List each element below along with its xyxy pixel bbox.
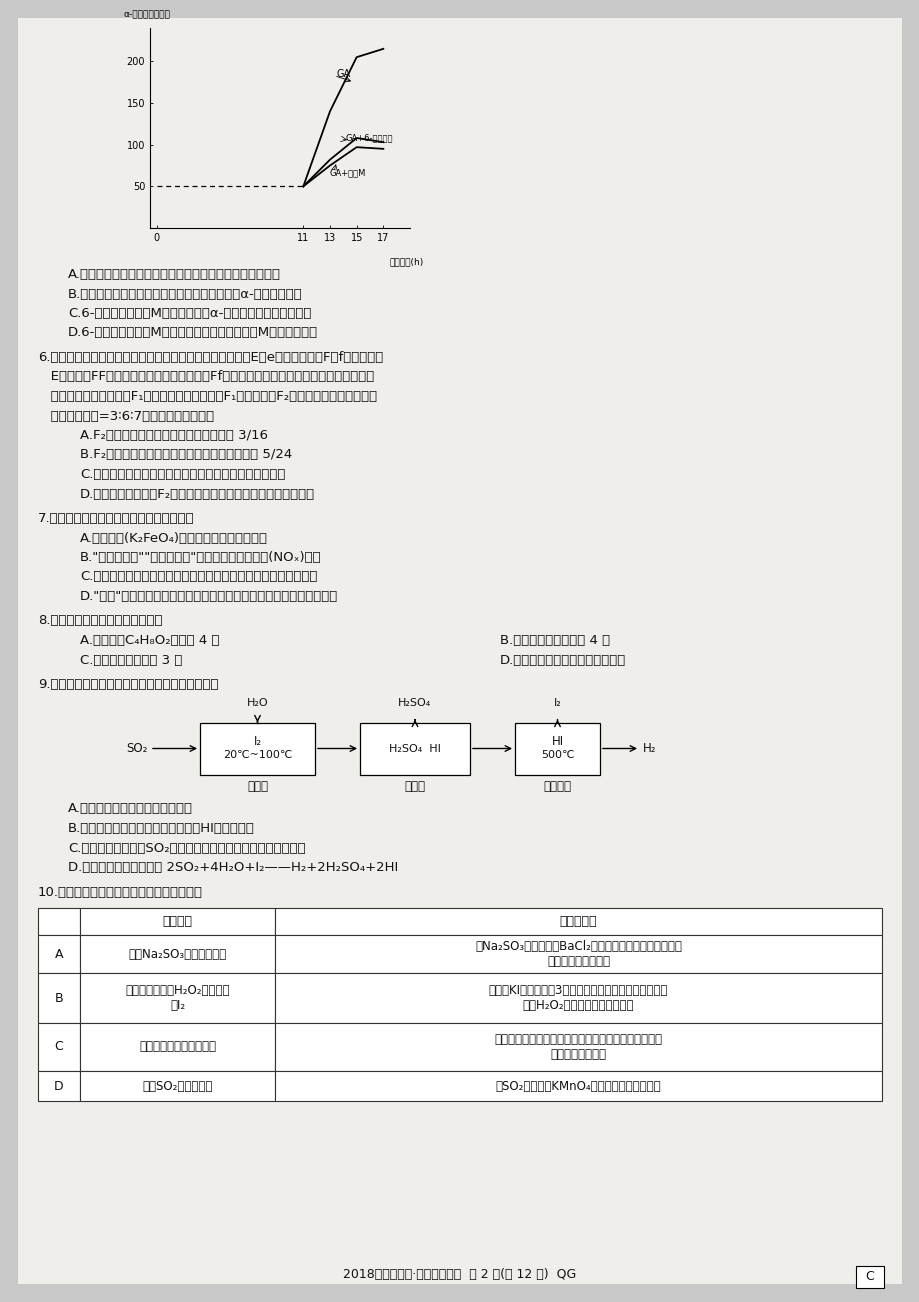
Bar	[275, 935, 881, 973]
Text: A.F₂易感锈病植株中纯合子所占的比例是 3/16: A.F₂易感锈病植株中纯合子所占的比例是 3/16	[80, 428, 267, 441]
Bar	[359, 723, 470, 775]
Text: D: D	[54, 1079, 63, 1092]
Text: 20℃~100℃: 20℃~100℃	[222, 750, 292, 760]
Bar	[80, 907, 275, 935]
Text: 膜反应器: 膜反应器	[543, 780, 571, 793]
Text: B.赤霉素可能是通过影响转录或翻译过程来促进α-淀粉酶的合成: B.赤霉素可能是通过影响转录或翻译过程来促进α-淀粉酶的合成	[68, 288, 302, 301]
Text: 6.某种植物抗锈病对易感锈病为显性，分别受一对等位基因E、e控制，且基因F、f能影响基因: 6.某种植物抗锈病对易感锈病为显性，分别受一对等位基因E、e控制，且基因F、f能…	[38, 352, 383, 365]
Bar	[80, 1023, 275, 1072]
Text: 实验目的: 实验目的	[163, 915, 192, 928]
Text: 500℃: 500℃	[540, 750, 573, 760]
Bar	[80, 973, 275, 1023]
Bar	[275, 907, 881, 935]
Text: SO₂: SO₂	[127, 742, 148, 755]
Text: A.分离器中的物质分离操作为蒸发: A.分离器中的物质分离操作为蒸发	[68, 802, 193, 815]
Text: B.异丁烷的二氯代物有 4 种: B.异丁烷的二氯代物有 4 种	[499, 634, 609, 647]
Text: 向淀粉KI溶液中滴入3滴稀硫酸，未见溶液变蓝；再加入
少量H₂O₂溶液，溶液立即变蓝色: 向淀粉KI溶液中滴入3滴稀硫酸，未见溶液变蓝；再加入 少量H₂O₂溶液，溶液立即…	[488, 984, 667, 1012]
Text: 分离器: 分离器	[404, 780, 425, 793]
Text: D."硅胶"由硅酸凝胶经干燥、脱水制得，常用作食品、药品等的干燥剂: D."硅胶"由硅酸凝胶经干燥、脱水制得，常用作食品、药品等的干燥剂	[80, 590, 338, 603]
Text: A.分子式为C₄H₈O₂的酯有 4 种: A.分子式为C₄H₈O₂的酯有 4 种	[80, 634, 220, 647]
Text: B.膜反应器中，增大压强有利于加快HI的分解速率: B.膜反应器中，增大压强有利于加快HI的分解速率	[68, 822, 255, 835]
Text: H₂: H₂	[642, 742, 656, 755]
Text: A.本实验的自变量是保温时间和影响赤霉素作用的试剂种类: A.本实验的自变量是保温时间和影响赤霉素作用的试剂种类	[68, 268, 280, 281]
Bar	[275, 1072, 881, 1101]
Text: C: C	[865, 1271, 873, 1284]
Text: α-淀粉酶相对含量: α-淀粉酶相对含量	[123, 10, 170, 20]
Text: B."光化学烟雾""硝酸型酸雨"的形成都与氮氧化物(NOₓ)有关: B."光化学烟雾""硝酸型酸雨"的形成都与氮氧化物(NOₓ)有关	[80, 551, 322, 564]
Text: 证明SO₂具有漂白性: 证明SO₂具有漂白性	[142, 1079, 212, 1092]
Bar	[38, 935, 80, 973]
Text: H₂SO₄  HI: H₂SO₄ HI	[389, 743, 440, 754]
Text: 8.下列有关有机物的叙述正确的是: 8.下列有关有机物的叙述正确的是	[38, 615, 163, 628]
Text: E的表达，FF使水稻抗锈病性状完全消失，Ff使抗锈病性状减弱。用纯合易感锈病植株与: E的表达，FF使水稻抗锈病性状完全消失，Ff使抗锈病性状减弱。用纯合易感锈病植株…	[38, 371, 374, 384]
Text: C.乙苯的一氯代物有 3 种: C.乙苯的一氯代物有 3 种	[80, 654, 182, 667]
Bar	[80, 935, 275, 973]
Text: GA+激素M: GA+激素M	[330, 168, 366, 177]
Text: C.6-甲基嘌呤和激素M都能通过抑制α-淀粉酶合成抑制种子萌发: C.6-甲基嘌呤和激素M都能通过抑制α-淀粉酶合成抑制种子萌发	[68, 307, 311, 320]
Text: 2018高考模拟卷·理综卷（六）  第 2 页(共 12 页)  QG: 2018高考模拟卷·理综卷（六） 第 2 页(共 12 页) QG	[343, 1268, 576, 1281]
Text: 向Na₂SO₃溶液中加入BaCl₂溶液，出现白色沉淀；再加入
稀硝酸，沉淀不溶解: 向Na₂SO₃溶液中加入BaCl₂溶液，出现白色沉淀；再加入 稀硝酸，沉淀不溶解	[474, 940, 681, 967]
Text: 9.一种碘循环工艺流程如下图，下列说法错误的是: 9.一种碘循环工艺流程如下图，下列说法错误的是	[38, 678, 219, 691]
Bar	[515, 723, 599, 775]
Text: 将浓盐酸与碳酸钙反应产生的气体通入到盛有水玻璃的
试管中，出现浑浊: 将浓盐酸与碳酸钙反应产生的气体通入到盛有水玻璃的 试管中，出现浑浊	[494, 1032, 662, 1061]
Text: B.F₂中的弱抗锈病植株自交，子代抗锈病植株占 5/24: B.F₂中的弱抗锈病植株自交，子代抗锈病植株占 5/24	[80, 448, 292, 461]
Text: D.通过测交实验能将F₂中不同基因型的易感锈病植株完全区分开: D.通过测交实验能将F₂中不同基因型的易感锈病植株完全区分开	[80, 487, 315, 500]
Text: H₂O: H₂O	[246, 698, 268, 707]
Text: 检验Na₂SO₃溶液是否变质: 检验Na₂SO₃溶液是否变质	[129, 948, 226, 961]
Bar	[80, 1072, 275, 1101]
Text: H₂SO₄: H₂SO₄	[398, 698, 431, 707]
Text: 将SO₂通入酸性KMnO₄溶液中，溶液紫色褪去: 将SO₂通入酸性KMnO₄溶液中，溶液紫色褪去	[495, 1079, 661, 1092]
Text: C.氨气液化以及液氨气化均要吸收大量的热，所以氨气常作制冷剂: C.氨气液化以及液氨气化均要吸收大量的热，所以氨气常作制冷剂	[80, 570, 317, 583]
Text: HI: HI	[550, 736, 563, 749]
Bar	[275, 973, 881, 1023]
Text: 实验及现象: 实验及现象	[559, 915, 596, 928]
Text: I₂: I₂	[253, 736, 261, 749]
Bar	[199, 723, 314, 775]
Text: A: A	[55, 948, 63, 961]
Text: D.碘循环工艺的总反应为 2SO₂+4H₂O+I₂——H₂+2H₂SO₄+2HI: D.碘循环工艺的总反应为 2SO₂+4H₂O+I₂——H₂+2H₂SO₄+2HI	[68, 861, 398, 874]
Bar	[275, 1023, 881, 1072]
Text: C.该工艺不仅能吸收SO₂降低环境污染，同时又能制得清洁能源: C.该工艺不仅能吸收SO₂降低环境污染，同时又能制得清洁能源	[68, 841, 305, 854]
Text: C.人工选择抗锈病的植株进行连续自交最终能形成新物种: C.人工选择抗锈病的植株进行连续自交最终能形成新物种	[80, 467, 285, 480]
Bar	[38, 973, 80, 1023]
Text: 病：易感锈病=3∶6∶7，以下判断正确的是: 病：易感锈病=3∶6∶7，以下判断正确的是	[38, 410, 214, 423]
Text: D.纤维素在人体内可水解成葡萄糖: D.纤维素在人体内可水解成葡萄糖	[499, 654, 626, 667]
Text: 反应器: 反应器	[246, 780, 267, 793]
Text: D.6-甲基嘌呤和激素M对种子萌发相互拮抗，激素M可能是脱落酸: D.6-甲基嘌呤和激素M对种子萌发相互拮抗，激素M可能是脱落酸	[68, 327, 318, 340]
Text: 纯合抗锈病植株杂交，F₁植株全表现为弱抗病，F₁自交得到的F₂植株中，抗锈病：弱抗锈: 纯合抗锈病植株杂交，F₁植株全表现为弱抗病，F₁自交得到的F₂植株中，抗锈病：弱…	[38, 391, 377, 404]
Bar	[855, 1266, 883, 1288]
Bar	[38, 1072, 80, 1101]
Text: 10.下列实验及现象能达到相应实验目的的是: 10.下列实验及现象能达到相应实验目的的是	[38, 885, 203, 898]
Bar	[38, 907, 80, 935]
Text: GA: GA	[336, 69, 350, 79]
Text: A.高铁酸钾(K₂FeO₄)既能杀菌消毒又能净化水: A.高铁酸钾(K₂FeO₄)既能杀菌消毒又能净化水	[80, 531, 267, 544]
Text: 保温时间(h): 保温时间(h)	[390, 258, 424, 266]
Text: C: C	[54, 1040, 63, 1053]
Bar	[38, 1023, 80, 1072]
Text: I₂: I₂	[553, 698, 561, 707]
Text: 7.化学与生活密切相关，下列说法错误的是: 7.化学与生活密切相关，下列说法错误的是	[38, 512, 195, 525]
Text: B: B	[54, 992, 63, 1005]
Text: 证明酸性条件下H₂O₂氧化性强
于I₂: 证明酸性条件下H₂O₂氧化性强 于I₂	[125, 984, 230, 1012]
Text: 证明碳的非金属性强于硅: 证明碳的非金属性强于硅	[139, 1040, 216, 1053]
Text: GA+6-甲基嘌呤: GA+6-甲基嘌呤	[346, 134, 393, 142]
